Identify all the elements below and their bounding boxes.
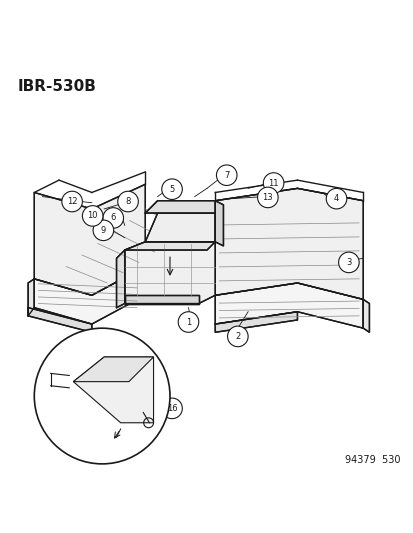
Polygon shape — [215, 312, 297, 332]
Text: 7: 7 — [223, 171, 229, 180]
Text: 3: 3 — [345, 258, 351, 267]
Polygon shape — [215, 201, 223, 246]
Polygon shape — [34, 266, 145, 324]
Polygon shape — [124, 242, 215, 250]
Circle shape — [338, 252, 358, 273]
Polygon shape — [116, 250, 124, 308]
Polygon shape — [73, 357, 153, 382]
Circle shape — [93, 220, 114, 240]
Polygon shape — [34, 184, 145, 295]
Polygon shape — [145, 213, 215, 242]
Text: 10: 10 — [87, 212, 98, 221]
Text: 15: 15 — [119, 422, 129, 431]
Circle shape — [52, 368, 72, 389]
Polygon shape — [28, 279, 34, 316]
Polygon shape — [73, 357, 153, 423]
Text: 13: 13 — [262, 193, 273, 202]
Circle shape — [114, 416, 134, 437]
Polygon shape — [124, 242, 215, 303]
Text: IBR-530B: IBR-530B — [18, 79, 97, 94]
Text: 6: 6 — [110, 214, 116, 222]
Text: 14: 14 — [57, 374, 67, 383]
Text: 2: 2 — [235, 332, 240, 341]
Text: 94379  530: 94379 530 — [344, 455, 399, 465]
Text: 5: 5 — [169, 185, 174, 193]
Text: 4: 4 — [333, 194, 338, 203]
Polygon shape — [28, 308, 92, 332]
Circle shape — [178, 312, 198, 332]
Circle shape — [325, 188, 346, 209]
Text: 16: 16 — [166, 404, 177, 413]
Circle shape — [82, 206, 103, 226]
Circle shape — [62, 191, 82, 212]
Text: 12: 12 — [67, 197, 77, 206]
Polygon shape — [124, 295, 198, 303]
Circle shape — [161, 398, 182, 418]
Circle shape — [257, 187, 278, 208]
Polygon shape — [215, 188, 362, 300]
Text: 1: 1 — [185, 318, 191, 327]
Circle shape — [216, 165, 237, 185]
Polygon shape — [145, 201, 215, 213]
Circle shape — [117, 191, 138, 212]
Circle shape — [263, 173, 283, 193]
Text: 8: 8 — [125, 197, 131, 206]
Polygon shape — [215, 283, 362, 328]
Circle shape — [103, 208, 123, 228]
Circle shape — [227, 326, 247, 346]
Text: 9: 9 — [100, 226, 106, 235]
Text: 11: 11 — [268, 179, 278, 188]
Circle shape — [34, 328, 170, 464]
Circle shape — [161, 179, 182, 199]
Polygon shape — [362, 300, 368, 332]
